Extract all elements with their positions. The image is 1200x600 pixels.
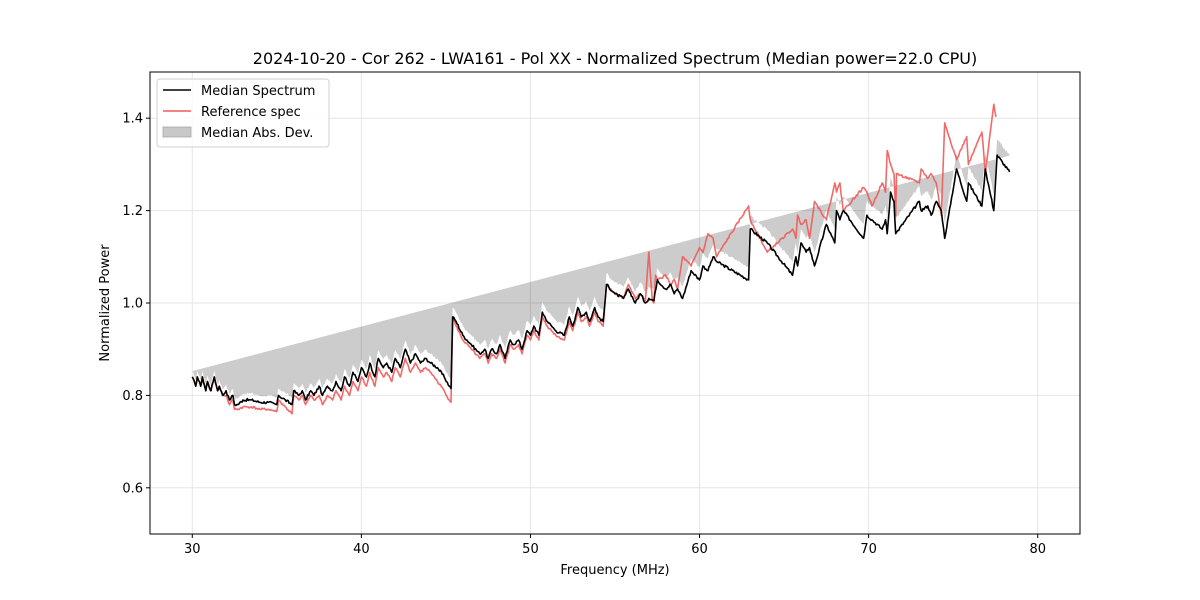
x-axis-label: Frequency (MHz) bbox=[560, 563, 669, 578]
median-spectrum-line bbox=[191, 154, 1011, 407]
y-tick-label: 1.0 bbox=[122, 297, 143, 312]
x-tick-label: 80 bbox=[1029, 542, 1046, 557]
legend: Median Spectrum Reference spec Median Ab… bbox=[156, 78, 330, 148]
x-tick-label: 50 bbox=[522, 542, 539, 557]
reference-spectrum-line bbox=[191, 103, 997, 415]
mad-band bbox=[192, 139, 1010, 400]
x-tick-label: 30 bbox=[184, 542, 201, 557]
y-tick-label: 0.8 bbox=[122, 389, 143, 404]
legend-mad-swatch bbox=[162, 126, 192, 138]
y-tick-label: 1.4 bbox=[122, 112, 143, 127]
x-tick-label: 40 bbox=[353, 542, 370, 557]
legend-mad-label: Median Abs. Dev. bbox=[201, 126, 313, 141]
chart-title: 2024-10-20 - Cor 262 - LWA161 - Pol XX -… bbox=[253, 49, 977, 68]
x-tick-label: 60 bbox=[691, 542, 708, 557]
legend-median-label: Median Spectrum bbox=[201, 84, 315, 99]
y-tick-label: 0.6 bbox=[122, 481, 143, 496]
x-tick-label: 70 bbox=[860, 542, 877, 557]
x-axis: 30 40 50 60 70 80 bbox=[184, 534, 1046, 557]
legend-reference-label: Reference spec bbox=[201, 105, 301, 120]
plot-area bbox=[191, 103, 1011, 415]
y-axis: 0.6 0.8 1.0 1.2 1.4 bbox=[122, 112, 150, 496]
legend-box bbox=[156, 78, 330, 148]
y-axis-label: Normalized Power bbox=[98, 244, 113, 362]
y-tick-label: 1.2 bbox=[122, 204, 143, 219]
